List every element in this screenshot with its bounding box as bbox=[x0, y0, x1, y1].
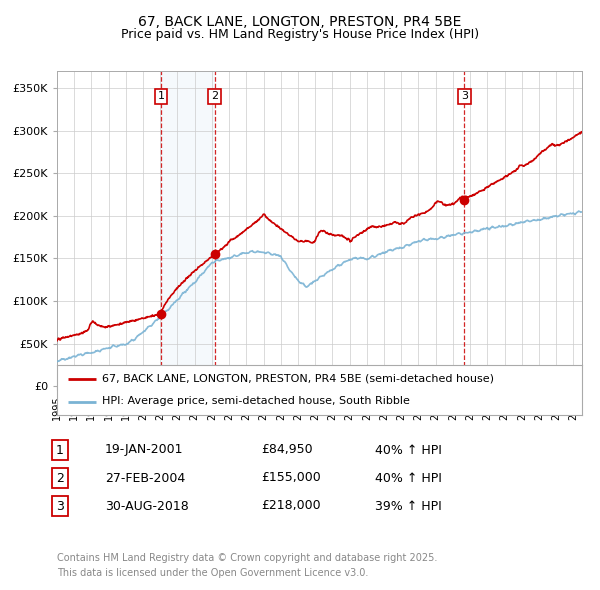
Text: £155,000: £155,000 bbox=[261, 471, 321, 484]
Text: 3: 3 bbox=[461, 91, 468, 101]
Text: 1: 1 bbox=[56, 444, 64, 457]
Text: 39% ↑ HPI: 39% ↑ HPI bbox=[375, 500, 442, 513]
Text: 2: 2 bbox=[56, 471, 64, 484]
Text: 19-JAN-2001: 19-JAN-2001 bbox=[105, 444, 184, 457]
Text: £218,000: £218,000 bbox=[261, 500, 320, 513]
Text: 2: 2 bbox=[211, 91, 218, 101]
Text: 27-FEB-2004: 27-FEB-2004 bbox=[105, 471, 185, 484]
Text: 40% ↑ HPI: 40% ↑ HPI bbox=[375, 471, 442, 484]
Text: Price paid vs. HM Land Registry's House Price Index (HPI): Price paid vs. HM Land Registry's House … bbox=[121, 28, 479, 41]
Text: Contains HM Land Registry data © Crown copyright and database right 2025.
This d: Contains HM Land Registry data © Crown c… bbox=[57, 553, 437, 578]
Text: £84,950: £84,950 bbox=[261, 444, 313, 457]
Text: 3: 3 bbox=[56, 500, 64, 513]
Text: 67, BACK LANE, LONGTON, PRESTON, PR4 5BE: 67, BACK LANE, LONGTON, PRESTON, PR4 5BE bbox=[139, 15, 461, 30]
Text: 67, BACK LANE, LONGTON, PRESTON, PR4 5BE (semi-detached house): 67, BACK LANE, LONGTON, PRESTON, PR4 5BE… bbox=[101, 373, 494, 384]
Text: 1: 1 bbox=[158, 91, 164, 101]
Bar bbox=[161, 71, 215, 386]
Text: 40% ↑ HPI: 40% ↑ HPI bbox=[375, 444, 442, 457]
Text: HPI: Average price, semi-detached house, South Ribble: HPI: Average price, semi-detached house,… bbox=[101, 396, 409, 407]
Text: 30-AUG-2018: 30-AUG-2018 bbox=[105, 500, 189, 513]
